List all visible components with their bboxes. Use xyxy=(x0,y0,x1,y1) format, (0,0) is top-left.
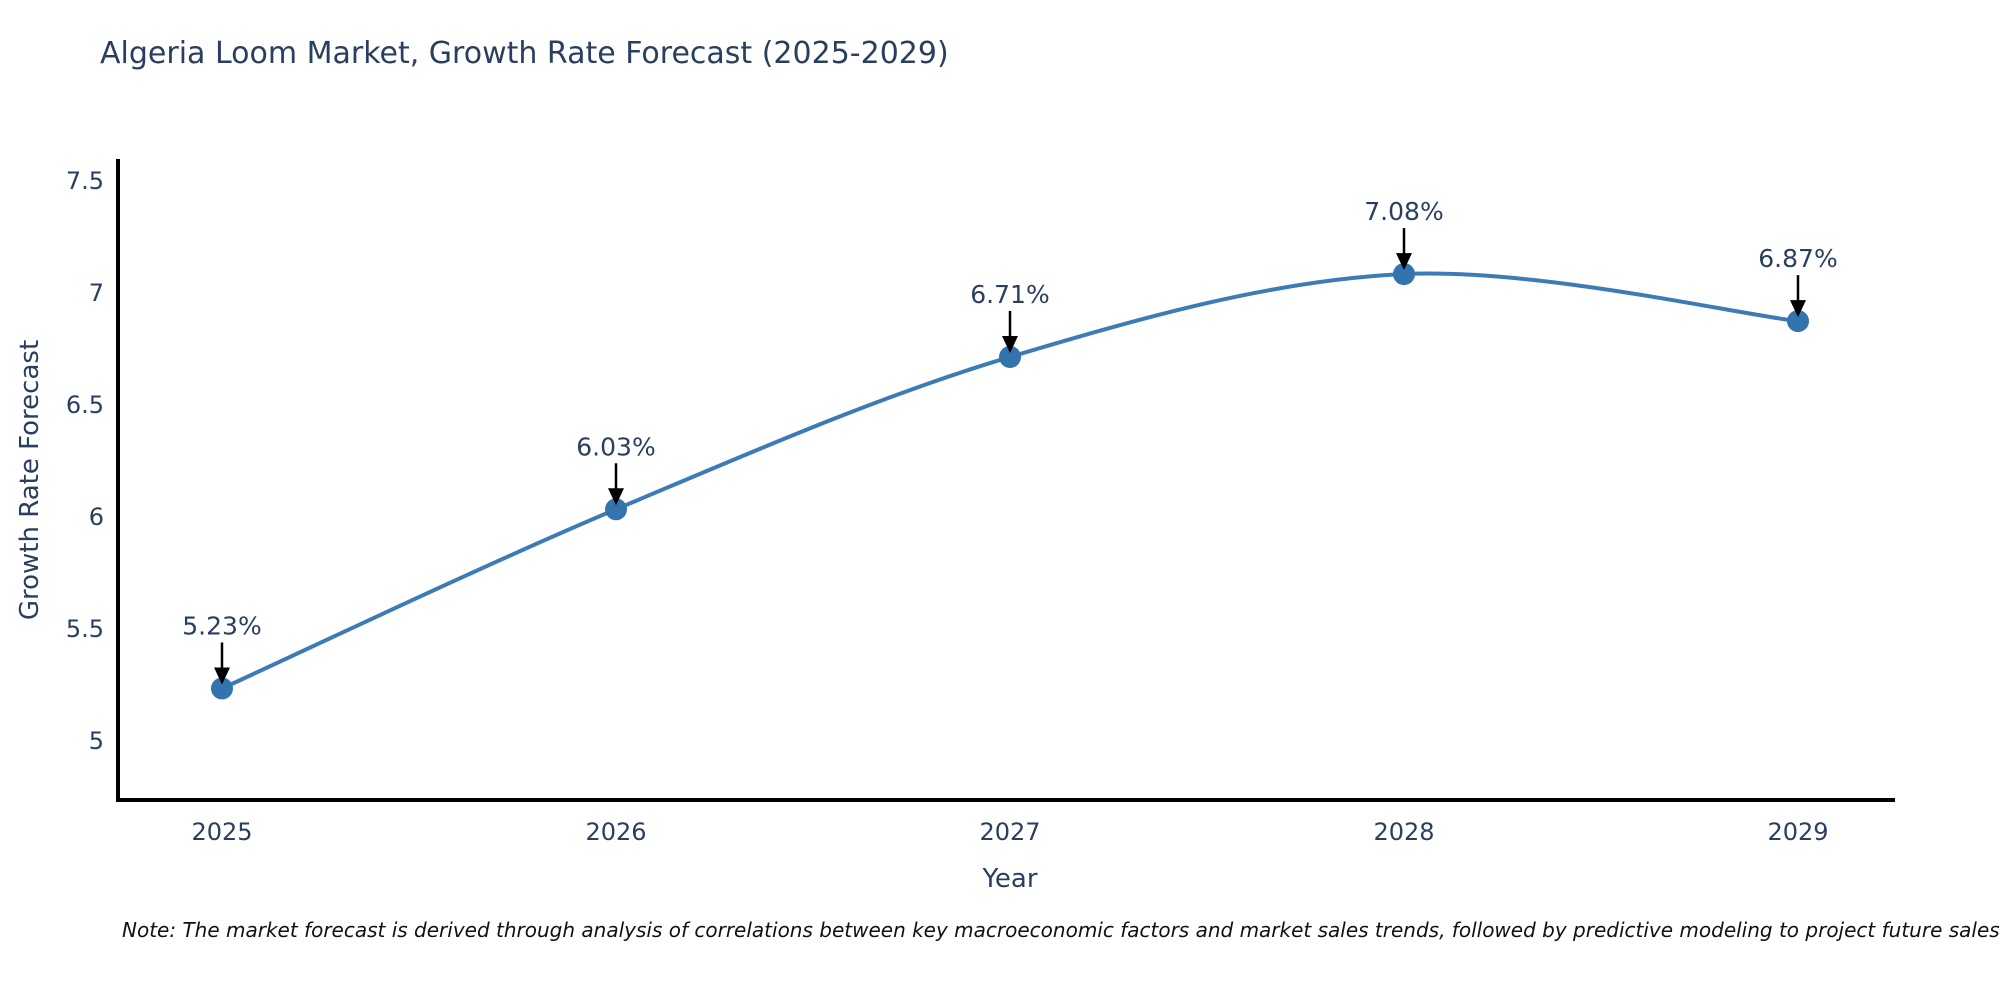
data-point-label: 7.08% xyxy=(1364,197,1443,226)
y-tick-label: 7.5 xyxy=(66,167,104,195)
data-point-label: 6.03% xyxy=(576,432,655,461)
y-tick-label: 6 xyxy=(89,503,104,531)
y-tick-label: 5.5 xyxy=(66,615,104,643)
x-axis-label: Year xyxy=(982,864,1038,894)
x-tick-label: 2025 xyxy=(191,818,252,846)
x-tick-label: 2028 xyxy=(1373,818,1434,846)
x-tick-label: 2027 xyxy=(979,818,1040,846)
y-tick-label: 5 xyxy=(89,727,104,755)
data-point-marker xyxy=(605,498,627,521)
data-point-label: 6.71% xyxy=(970,280,1049,309)
y-tick-label: 6.5 xyxy=(66,391,104,419)
data-point-marker xyxy=(211,677,233,700)
chart-title: Algeria Loom Market, Growth Rate Forecas… xyxy=(100,36,949,71)
data-point-label: 5.23% xyxy=(182,611,261,640)
data-point-marker xyxy=(1393,263,1415,286)
annotation-arrow-head xyxy=(1790,300,1806,318)
footnote: Note: The market forecast is derived thr… xyxy=(122,918,2000,942)
data-point-marker xyxy=(999,345,1021,368)
x-tick-label: 2026 xyxy=(585,818,646,846)
x-tick-label: 2029 xyxy=(1767,818,1828,846)
annotation-arrow-head xyxy=(608,488,624,506)
annotation-arrow-head xyxy=(214,667,230,685)
annotation-arrow-head xyxy=(1002,335,1018,353)
data-point-label: 6.87% xyxy=(1758,244,1837,273)
data-point-marker xyxy=(1787,310,1809,333)
annotation-arrow-head xyxy=(1396,253,1412,271)
y-tick-label: 7 xyxy=(89,279,104,307)
